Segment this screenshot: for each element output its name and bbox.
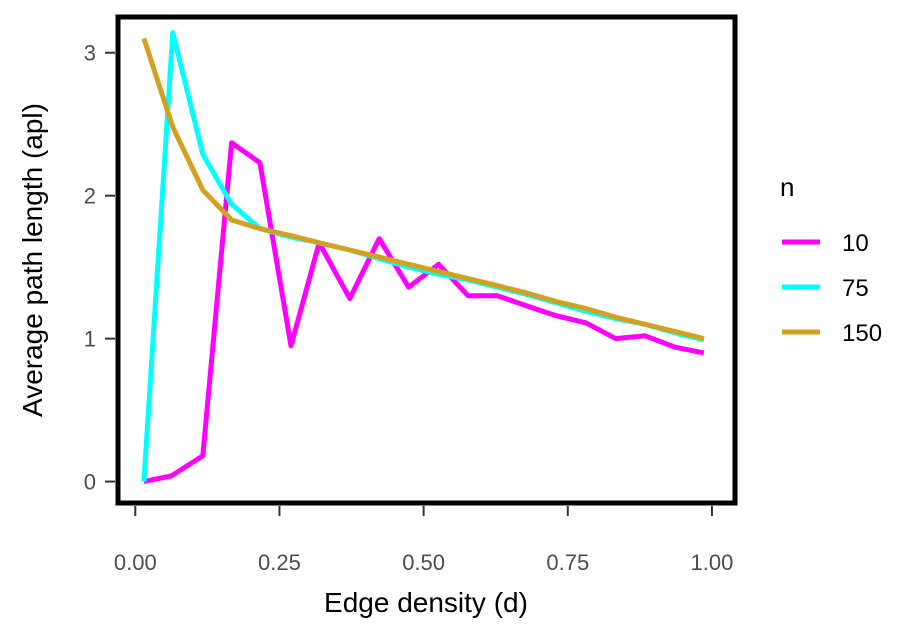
legend-label-150: 150	[842, 320, 882, 347]
series-line-10	[143, 140, 705, 485]
x-axis: 0.00 0.25 0.50 0.75 1.00	[114, 506, 733, 575]
y-axis: 0 1 2 3	[84, 41, 115, 495]
x-tick-label: 0.75	[546, 550, 589, 575]
x-tick-label: 0.00	[114, 550, 157, 575]
legend-label-10: 10	[842, 230, 869, 257]
plot-panel	[115, 14, 738, 506]
x-tick-label: 1.00	[691, 550, 734, 575]
series-layer	[141, 30, 705, 485]
y-tick-label: 2	[84, 184, 96, 209]
y-tick-label: 3	[84, 41, 96, 66]
x-axis-title: Edge density (d)	[324, 587, 528, 618]
y-axis-title: Average path length (apl)	[17, 103, 48, 417]
legend: n 10 75 150	[780, 172, 882, 347]
x-tick-label: 0.25	[258, 550, 301, 575]
legend-label-75: 75	[842, 275, 869, 302]
x-tick-label: 0.50	[402, 550, 445, 575]
y-tick-label: 0	[84, 470, 96, 495]
y-tick-label: 1	[84, 327, 96, 352]
legend-title: n	[780, 172, 794, 202]
series-line-150	[141, 37, 705, 342]
